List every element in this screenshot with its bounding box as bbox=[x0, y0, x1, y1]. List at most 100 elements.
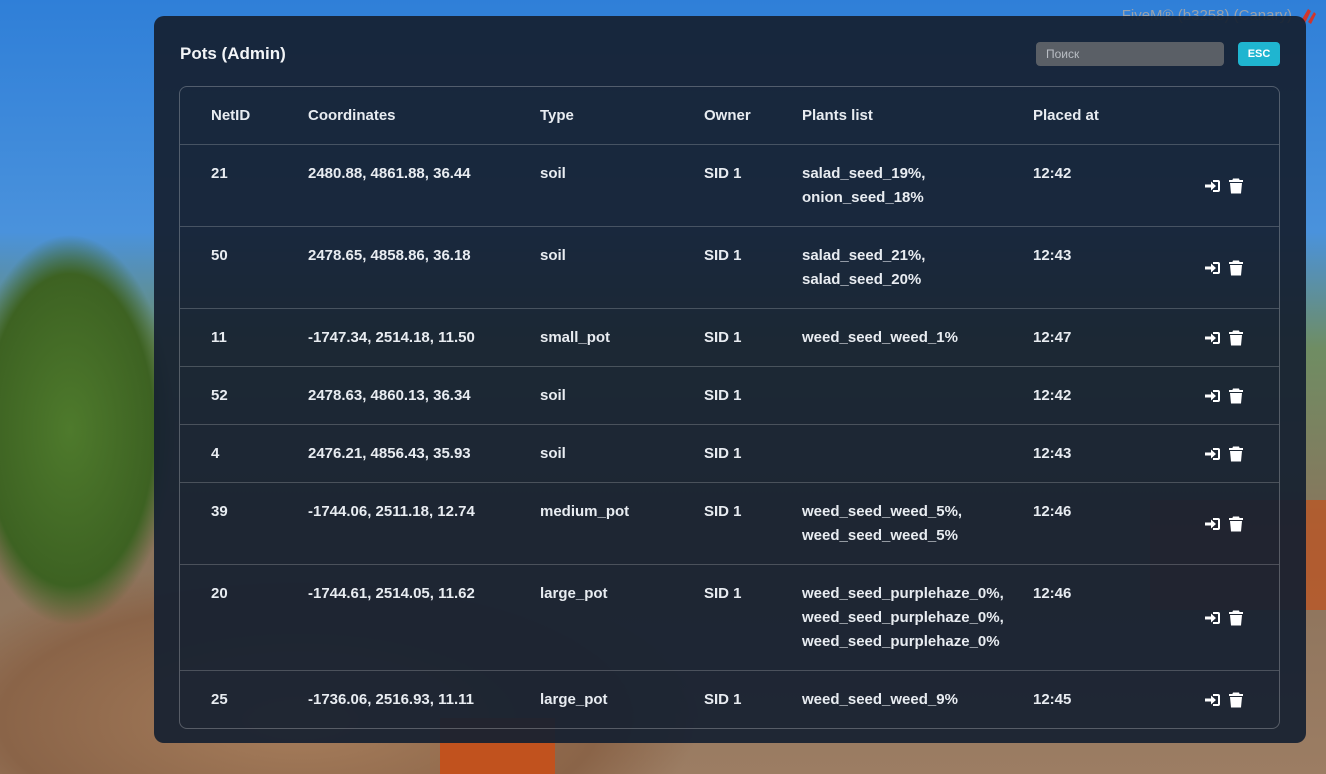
row-actions bbox=[1204, 260, 1243, 276]
plant-entry: onion_seed_18% bbox=[802, 189, 924, 206]
table-row: 52 2478.63, 4860.13, 36.34 soil SID 1 12:42 bbox=[180, 366, 1279, 424]
coordinates-cell: -1744.61, 2514.05, 11.62 bbox=[308, 585, 475, 602]
plants-cell bbox=[802, 384, 1033, 408]
placed-at-cell: 12:42 bbox=[1033, 387, 1072, 404]
plants-cell: salad_seed_19%, onion_seed_18% bbox=[802, 162, 1033, 210]
type-cell: soil bbox=[540, 387, 566, 404]
delete-icon[interactable] bbox=[1229, 178, 1243, 194]
owner-cell: SID 1 bbox=[704, 503, 742, 520]
type-cell: large_pot bbox=[540, 691, 608, 708]
row-actions bbox=[1204, 610, 1243, 626]
table-row: 11 -1747.34, 2514.18, 11.50 small_pot SID 1… bbox=[180, 308, 1279, 366]
owner-cell: SID 1 bbox=[704, 329, 742, 346]
placed-at-cell: 12:46 bbox=[1033, 503, 1072, 520]
netid-cell: 11 bbox=[211, 329, 227, 346]
plants-cell: weed_seed_weed_5%, weed_seed_weed_5% bbox=[802, 500, 1033, 548]
netid-cell: 21 bbox=[211, 165, 228, 182]
row-actions bbox=[1204, 516, 1243, 532]
column-header: Type bbox=[540, 107, 574, 124]
column-header: NetID bbox=[211, 107, 251, 124]
column-header: Owner bbox=[704, 107, 751, 124]
plant-entry: salad_seed_21%, bbox=[802, 247, 926, 264]
search-input[interactable]: Поиск bbox=[1036, 42, 1224, 66]
table-row: 21 2480.88, 4861.88, 36.44 soil SID 1 salad_… bbox=[180, 144, 1279, 226]
plant-entry: weed_seed_purplehaze_0%, bbox=[802, 585, 1004, 602]
delete-icon[interactable] bbox=[1229, 692, 1243, 708]
delete-icon[interactable] bbox=[1229, 330, 1243, 346]
delete-icon[interactable] bbox=[1229, 260, 1243, 276]
owner-cell: SID 1 bbox=[704, 247, 742, 264]
placed-at-cell: 12:43 bbox=[1033, 445, 1072, 462]
plant-entry: weed_seed_purplehaze_0% bbox=[802, 633, 1000, 650]
column-header: Plants list bbox=[802, 107, 873, 124]
pots-table: NetID Coordinates Type Owner Plants list Plac… bbox=[179, 86, 1280, 729]
plant-entry: weed_seed_purplehaze_0%, bbox=[802, 609, 1004, 626]
placed-at-cell: 12:47 bbox=[1033, 329, 1072, 346]
column-header: Coordinates bbox=[308, 107, 396, 124]
type-cell: soil bbox=[540, 165, 566, 182]
coordinates-cell: 2480.88, 4861.88, 36.44 bbox=[308, 165, 471, 182]
plant-entry: weed_seed_weed_1% bbox=[802, 329, 958, 346]
plant-entry: weed_seed_weed_9% bbox=[802, 691, 958, 708]
type-cell: small_pot bbox=[540, 329, 611, 346]
plant-entry: salad_seed_19%, bbox=[802, 165, 926, 182]
owner-cell: SID 1 bbox=[704, 165, 742, 182]
type-cell: large_pot bbox=[540, 585, 608, 602]
delete-icon[interactable] bbox=[1229, 388, 1243, 404]
coordinates-cell: -1744.06, 2511.18, 12.74 bbox=[308, 503, 475, 520]
owner-cell: SID 1 bbox=[704, 585, 742, 602]
enter-icon[interactable] bbox=[1204, 178, 1221, 194]
plants-cell bbox=[802, 442, 1033, 466]
placed-at-cell: 12:42 bbox=[1033, 165, 1072, 182]
placed-at-cell: 12:46 bbox=[1033, 585, 1072, 602]
enter-icon[interactable] bbox=[1204, 692, 1221, 708]
enter-icon[interactable] bbox=[1204, 516, 1221, 532]
row-actions bbox=[1204, 388, 1243, 404]
type-cell: medium_pot bbox=[540, 503, 630, 520]
owner-cell: SID 1 bbox=[704, 387, 742, 404]
close-button[interactable]: ESC bbox=[1238, 42, 1280, 66]
placed-at-cell: 12:43 bbox=[1033, 247, 1072, 264]
table-row: 39 -1744.06, 2511.18, 12.74 medium_pot SID … bbox=[180, 482, 1279, 564]
delete-icon[interactable] bbox=[1229, 610, 1243, 626]
enter-icon[interactable] bbox=[1204, 330, 1221, 346]
netid-cell: 52 bbox=[211, 387, 228, 404]
delete-icon[interactable] bbox=[1229, 446, 1243, 462]
type-cell: soil bbox=[540, 247, 566, 264]
plant-entry: weed_seed_weed_5% bbox=[802, 527, 958, 544]
plants-cell: weed_seed_weed_9% bbox=[802, 688, 1033, 712]
enter-icon[interactable] bbox=[1204, 610, 1221, 626]
netid-cell: 20 bbox=[211, 585, 228, 602]
plants-cell: weed_seed_weed_1% bbox=[802, 326, 1033, 350]
plant-entry: salad_seed_20% bbox=[802, 271, 922, 288]
header-row: NetID Coordinates Type Owner Plants list Plac… bbox=[180, 87, 1279, 144]
coordinates-cell: 2476.21, 4856.43, 35.93 bbox=[308, 445, 471, 462]
netid-cell: 50 bbox=[211, 247, 228, 264]
enter-icon[interactable] bbox=[1204, 260, 1221, 276]
row-actions bbox=[1204, 446, 1243, 462]
plants-cell: salad_seed_21%, salad_seed_20% bbox=[802, 244, 1033, 292]
row-actions bbox=[1204, 692, 1243, 708]
delete-icon[interactable] bbox=[1229, 516, 1243, 532]
row-actions bbox=[1204, 178, 1243, 194]
admin-panel: Pots (Admin) Поиск ESC NetID Coordinates T… bbox=[154, 16, 1306, 743]
plants-cell: weed_seed_purplehaze_0%, weed_seed_purple… bbox=[802, 582, 1033, 654]
owner-cell: SID 1 bbox=[704, 691, 742, 708]
owner-cell: SID 1 bbox=[704, 445, 742, 462]
coordinates-cell: 2478.65, 4858.86, 36.18 bbox=[308, 247, 471, 264]
plant-entry: weed_seed_weed_5%, bbox=[802, 503, 963, 520]
netid-cell: 4 bbox=[211, 445, 220, 462]
netid-cell: 39 bbox=[211, 503, 228, 520]
netid-cell: 25 bbox=[211, 691, 228, 708]
coordinates-cell: -1736.06, 2516.93, 11.11 bbox=[308, 691, 474, 708]
placed-at-cell: 12:45 bbox=[1033, 691, 1072, 708]
enter-icon[interactable] bbox=[1204, 446, 1221, 462]
column-header: Placed at bbox=[1033, 107, 1099, 124]
table-row: 20 -1744.61, 2514.05, 11.62 large_pot SID 1… bbox=[180, 564, 1279, 670]
type-cell: soil bbox=[540, 445, 566, 462]
table-row: 4 2476.21, 4856.43, 35.93 soil SID 1 12:43 bbox=[180, 424, 1279, 482]
enter-icon[interactable] bbox=[1204, 388, 1221, 404]
coordinates-cell: -1747.34, 2514.18, 11.50 bbox=[308, 329, 475, 346]
panel-title: Pots (Admin) bbox=[180, 44, 286, 63]
